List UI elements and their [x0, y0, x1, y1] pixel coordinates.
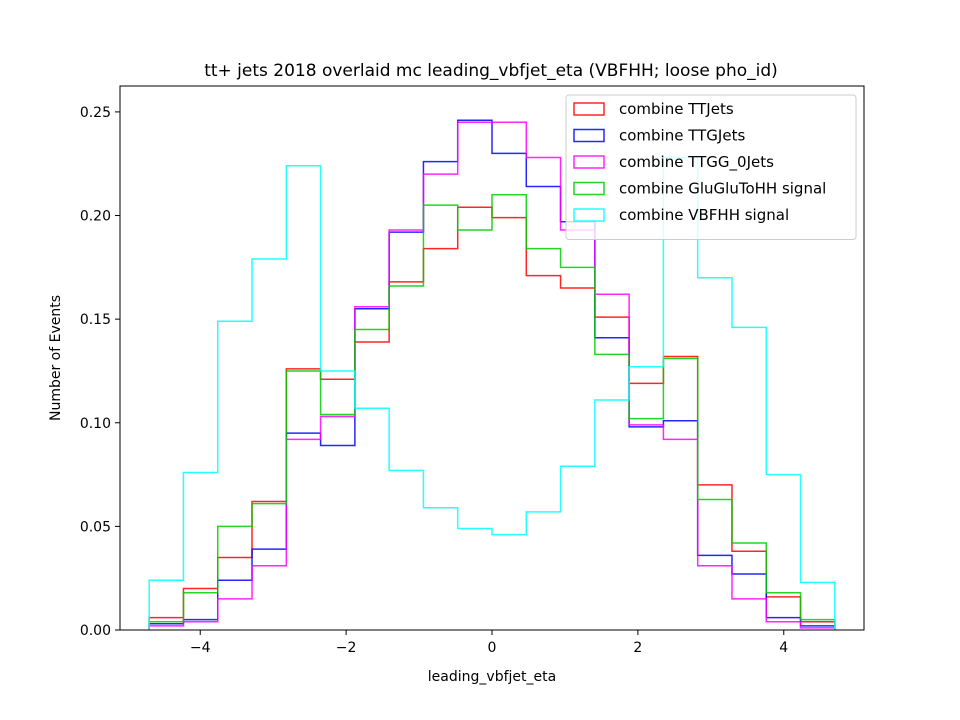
- y-tick-label: 0.10: [80, 416, 111, 432]
- legend-label: combine TTJets: [619, 100, 734, 118]
- y-tick-label: 0.00: [80, 623, 111, 639]
- y-axis: 0.00 0.05 0.10 0.15 0.20 0.25: [80, 105, 120, 639]
- legend-swatch: [573, 208, 605, 222]
- legend: combine TTJets combine TTGJets combine TTG…: [565, 94, 857, 240]
- x-tick-label: 2: [633, 640, 642, 656]
- y-tick-label: 0.25: [80, 105, 111, 121]
- legend-box: [565, 94, 857, 240]
- legend-swatch: [573, 181, 605, 196]
- legend-swatch: [573, 155, 605, 169]
- y-tick-label: 0.15: [80, 312, 111, 328]
- series-line-1: [148, 119, 836, 630]
- x-axis: −4 −2 0 2 4: [190, 630, 788, 656]
- series-layer: [148, 119, 836, 630]
- legend-swatch: [573, 102, 605, 116]
- legend-label: combine VBFHH signal: [619, 206, 789, 224]
- chart-title: tt+ jets 2018 overlaid mc leading_vbfjet…: [204, 61, 778, 81]
- series-line-3: [148, 194, 836, 630]
- x-tick-label: −4: [190, 640, 211, 656]
- y-tick-label: 0.05: [80, 519, 111, 535]
- x-axis-label: leading_vbfjet_eta: [428, 669, 556, 685]
- legend-label: combine TTGG_0Jets: [619, 153, 774, 172]
- legend-label: combine TTGJets: [619, 127, 745, 145]
- x-tick-label: 0: [488, 640, 497, 656]
- x-tick-label: −2: [336, 640, 357, 656]
- series-line-4: [148, 156, 836, 630]
- legend-swatch: [573, 128, 605, 143]
- legend-label: combine GluGluToHH signal: [619, 180, 826, 198]
- y-axis-label: Number of Events: [48, 295, 64, 421]
- x-tick-label: 4: [779, 640, 788, 656]
- series-line-2: [148, 121, 836, 630]
- y-tick-label: 0.20: [80, 209, 111, 225]
